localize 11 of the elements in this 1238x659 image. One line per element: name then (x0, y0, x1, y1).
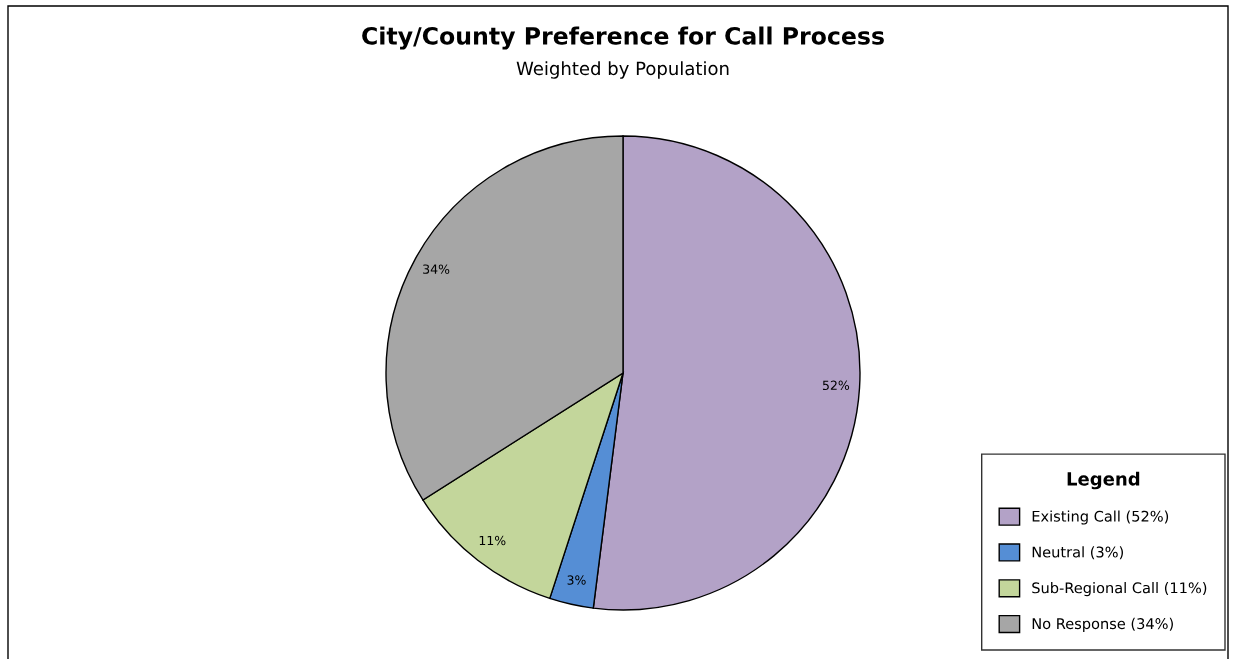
data-label: 52% (822, 380, 850, 391)
chart-subtitle: Weighted by Population (516, 61, 729, 79)
legend-label: Neutral (3%) (1032, 546, 1123, 560)
data-label: 3% (567, 575, 586, 585)
data-label: 11% (479, 535, 506, 546)
legend-label: Sub-Regional Call (11%) (1032, 582, 1207, 597)
legend-label: Existing Call (52%) (1032, 510, 1169, 525)
legend-label: No Response (34%) (1032, 617, 1173, 632)
legend-title: Legend (1067, 471, 1140, 490)
chart-title: City/County Preference for Call Process (362, 26, 884, 50)
data-label: 34% (423, 264, 450, 274)
